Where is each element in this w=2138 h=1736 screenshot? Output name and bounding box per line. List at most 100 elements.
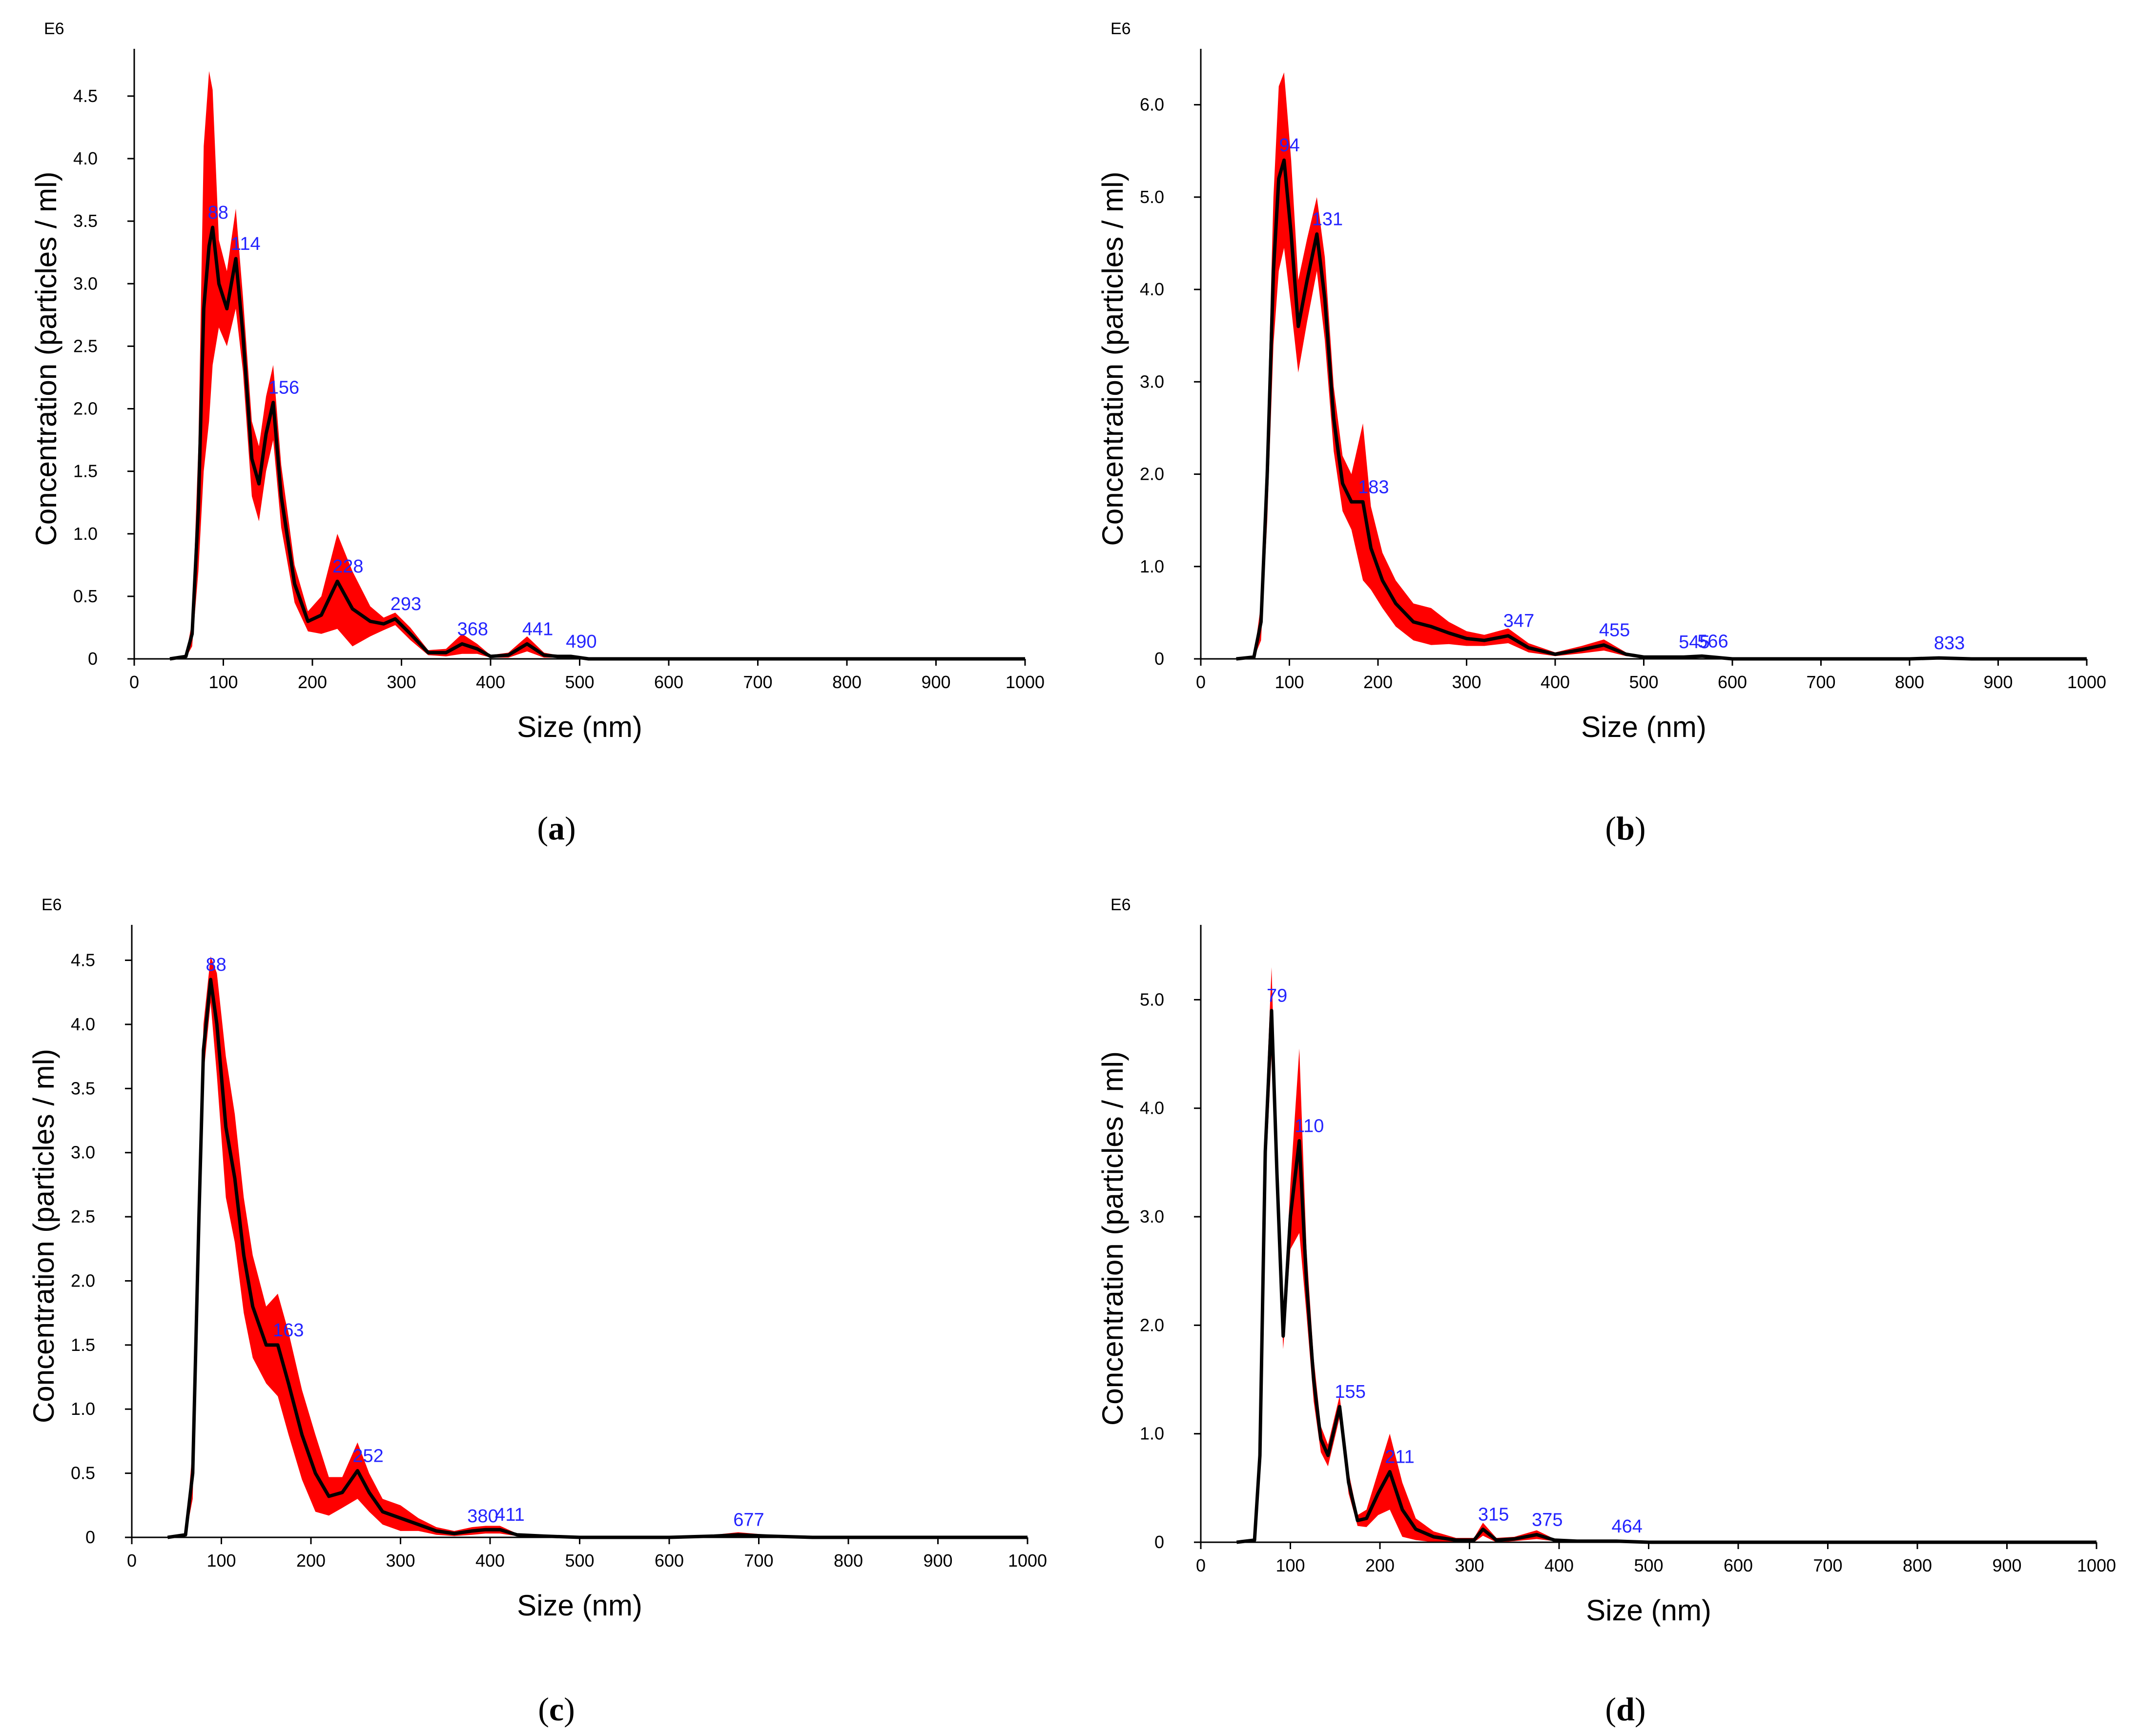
panel-c: 0 100 200 300 400 500 600 700 800 900 1000 0 0.5 1.0 1… (27, 896, 1047, 1728)
y-tick-label: 3.5 (71, 1078, 95, 1098)
x-tick-label: 900 (1992, 1555, 2021, 1575)
x-tick-label: 100 (1275, 1555, 1305, 1575)
y-tick-label: 0.5 (71, 1463, 95, 1483)
y-tick-label: 4.0 (73, 148, 98, 168)
peak-label: 88 (208, 203, 228, 223)
peak-label: 566 (1697, 631, 1728, 652)
x-tick-label: 0 (129, 672, 139, 692)
x-tick-label: 200 (298, 672, 327, 692)
x-tick-label: 700 (744, 1551, 773, 1571)
y-tick-label: 3.5 (73, 211, 98, 231)
x-tick-label: 600 (1718, 672, 1747, 692)
x-tick-label: 200 (296, 1551, 326, 1571)
x-tick-label: 300 (1455, 1555, 1484, 1575)
y-tick-label: 3.0 (1140, 371, 1164, 391)
y-tick-label: 2.0 (1140, 1315, 1164, 1335)
x-tick-label: 500 (565, 672, 594, 692)
x-tick-label: 900 (1983, 672, 2013, 692)
panel-letter: a (548, 810, 565, 847)
x-axis-title: Size (nm) (517, 711, 642, 743)
y-tick-label: 5.0 (1140, 187, 1164, 207)
peak-label: 94 (1279, 135, 1300, 156)
x-tick-label: 600 (1724, 1555, 1753, 1575)
peak-label: 677 (733, 1510, 764, 1531)
y-tick-label: 2.0 (71, 1270, 95, 1290)
y-tick-label: 4.0 (71, 1014, 95, 1034)
error-band-series (1236, 967, 2097, 1542)
peak-label: 545 (1679, 632, 1709, 653)
panel-label: (c) (538, 1691, 575, 1728)
x-tick-label: 800 (834, 1551, 863, 1571)
y-axis-title: Concentration (particles / ml) (1096, 172, 1129, 546)
peak-label: 293 (391, 594, 421, 614)
panel-letter: c (549, 1691, 564, 1728)
peak-label: 455 (1599, 620, 1630, 641)
y-tick-label: 0 (88, 649, 98, 669)
x-tick-label: 100 (208, 672, 238, 692)
peak-label: 464 (1611, 1516, 1642, 1537)
y-tick-label: 2.5 (73, 336, 98, 356)
mean-concentration-line (1236, 158, 2087, 661)
peak-label: 411 (495, 1505, 525, 1525)
x-tick-label: 800 (1903, 1555, 1932, 1575)
x-tick-label: 800 (832, 672, 862, 692)
peak-label: 155 (1335, 1382, 1365, 1402)
y-tick-label: 2.0 (73, 399, 98, 419)
x-tick-label: 0 (1196, 1555, 1206, 1575)
peak-label: 163 (273, 1320, 304, 1341)
y-tick-label: 4.0 (1140, 1098, 1164, 1118)
peak-label: 490 (566, 632, 596, 652)
x-axis-title: Size (nm) (1581, 711, 1706, 743)
x-tick-label: 300 (386, 1551, 415, 1571)
y-tick-label: 0 (1154, 1532, 1164, 1552)
peak-label: 315 (1478, 1504, 1509, 1525)
peak-label: 380 (467, 1506, 498, 1527)
x-tick-label: 400 (476, 672, 505, 692)
peak-label: 252 (352, 1446, 383, 1466)
x-tick-label: 0 (1196, 672, 1206, 692)
error-band-series (167, 956, 1028, 1537)
y-tick-label: 0 (85, 1527, 95, 1547)
peak-label: 228 (332, 556, 363, 577)
mean-concentration-line (1236, 1009, 2097, 1544)
error-band-series (1236, 72, 2087, 659)
y-tick-label: 1.0 (71, 1399, 95, 1419)
y-tick-label: 1.5 (71, 1335, 95, 1355)
x-tick-label: 900 (921, 672, 950, 692)
error-band-series (170, 71, 1025, 659)
y-tick-label: 0.5 (73, 586, 98, 606)
x-axis-title: Size (nm) (1586, 1594, 1711, 1627)
y-tick-label: 6.0 (1140, 95, 1164, 115)
peak-label: 211 (1385, 1447, 1415, 1467)
panel-b: 0 100 200 300 400 500 600 700 800 900 1000 0 1.0 2.0 3… (1096, 20, 2106, 847)
x-tick-label: 700 (1806, 672, 1835, 692)
x-tick-label: 400 (475, 1551, 505, 1571)
y-tick-label: 1.0 (1140, 556, 1164, 576)
peak-label: 183 (1358, 477, 1389, 497)
y-axis-title: Concentration (particles / ml) (27, 1049, 60, 1423)
x-tick-label: 700 (1813, 1555, 1842, 1575)
y-tick-label: 4.5 (73, 86, 98, 106)
peak-label: 833 (1934, 633, 1965, 654)
x-tick-label: 100 (1275, 672, 1304, 692)
x-tick-label: 300 (387, 672, 416, 692)
y-multiplier-label: E6 (41, 896, 62, 914)
x-tick-label: 800 (1895, 672, 1924, 692)
x-tick-label: 500 (1629, 672, 1658, 692)
x-tick-label: 1000 (2077, 1555, 2116, 1575)
peak-label: 114 (231, 234, 261, 254)
y-tick-label: 1.5 (73, 461, 98, 481)
panel-d: 0 100 200 300 400 500 600 700 800 900 1000 0 1.0 2.0 3… (1096, 896, 2116, 1728)
y-multiplier-label: E6 (1110, 896, 1131, 914)
x-tick-label: 500 (565, 1551, 594, 1571)
y-tick-label: 2.5 (71, 1206, 95, 1226)
y-axis-title: Concentration (particles / ml) (1096, 1051, 1129, 1426)
mean-concentration-line (169, 225, 1025, 661)
panel-label: (b) (1605, 810, 1645, 847)
x-tick-label: 500 (1634, 1555, 1663, 1575)
y-tick-label: 3.0 (1140, 1206, 1164, 1226)
peak-label: 368 (457, 619, 488, 639)
y-axis-title: Concentration (particles / ml) (30, 172, 62, 546)
x-tick-label: 400 (1544, 1555, 1574, 1575)
